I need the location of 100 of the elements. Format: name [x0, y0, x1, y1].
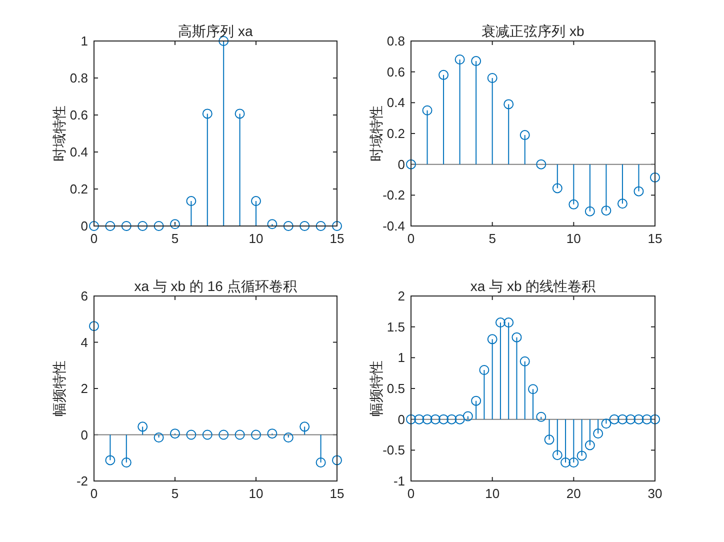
point: [234, 108, 245, 119]
point: [593, 428, 604, 439]
point: [544, 434, 554, 445]
point: [454, 54, 465, 64]
point: [462, 411, 473, 422]
x-tick-label: 15: [330, 486, 344, 501]
point: [186, 430, 196, 440]
point: [406, 414, 416, 424]
point: [626, 414, 636, 424]
point: [601, 418, 612, 429]
point: [406, 159, 416, 170]
point: [504, 99, 514, 110]
x-tick-label: 10: [566, 231, 581, 246]
y-tick-label: 4: [80, 334, 88, 350]
point: [186, 196, 196, 206]
x-tick-label: 15: [648, 231, 662, 246]
x-tick-label: 30: [648, 486, 662, 501]
y-tick-label: 2: [80, 381, 88, 396]
x-tick-label: 5: [171, 231, 179, 246]
point: [601, 206, 612, 216]
point: [121, 458, 132, 468]
point: [609, 414, 620, 424]
chart-title: xa 与 xb 的 16 点循环卷积: [134, 278, 297, 294]
point: [154, 432, 164, 443]
point: [283, 432, 294, 443]
point: [454, 414, 465, 424]
y-tick-label: 0.2: [386, 126, 405, 141]
y-tick-label: 0: [398, 412, 405, 427]
point: [316, 458, 326, 468]
point: [650, 414, 660, 424]
point: [251, 430, 261, 440]
point: [446, 414, 457, 424]
point: [536, 412, 546, 422]
point: [479, 365, 490, 375]
point: [634, 186, 644, 196]
y-tick-label: 0: [80, 218, 88, 234]
chart-title: xa 与 xb 的线性卷积: [470, 278, 596, 294]
point: [487, 73, 498, 83]
point: [89, 321, 99, 332]
point: [251, 196, 261, 206]
x-tick-label: 20: [566, 486, 581, 501]
y-tick-label: -0.4: [382, 218, 405, 234]
x-tick-label: 0: [90, 486, 98, 501]
point: [552, 183, 562, 194]
point: [89, 221, 99, 231]
y-tick-label: 0.8: [386, 34, 405, 48]
x-tick-label: 10: [248, 231, 264, 246]
y-tick-label: 0: [80, 427, 88, 442]
x-tick-label: 10: [248, 486, 264, 501]
point: [634, 414, 644, 424]
x-tick-label: 0: [407, 231, 415, 246]
y-tick-label: 1: [80, 34, 88, 48]
point: [138, 422, 148, 432]
y-tick-label: 6: [80, 288, 88, 304]
point: [568, 458, 579, 468]
point: [300, 422, 310, 432]
point: [138, 221, 148, 231]
point: [617, 414, 628, 424]
point: [316, 221, 326, 231]
x-tick-label: 0: [90, 231, 98, 246]
point: [170, 428, 180, 439]
y-tick-label: 0: [398, 156, 405, 172]
point: [487, 334, 498, 344]
y-tick-label: -2: [76, 474, 88, 488]
y-tick-label: -0.2: [382, 188, 405, 203]
point: [267, 428, 278, 439]
y-axis-title: 幅频特性: [368, 360, 384, 416]
point: [121, 221, 132, 231]
point: [430, 414, 440, 424]
y-tick-label: 1: [398, 350, 405, 366]
point: [438, 70, 449, 80]
point: [560, 458, 571, 468]
x-tick-label: 5: [488, 231, 496, 246]
point: [584, 206, 595, 216]
point: [105, 221, 116, 231]
point: [520, 356, 530, 366]
point: [202, 108, 212, 119]
y-tick-label: -0.5: [382, 442, 405, 458]
point: [154, 221, 164, 231]
point: [332, 455, 342, 466]
y-tick-label: -1: [393, 474, 405, 488]
point: [414, 414, 424, 424]
x-tick-label: 0: [407, 486, 415, 501]
point: [568, 199, 579, 210]
point: [536, 159, 546, 170]
x-tick-label: 5: [171, 486, 179, 501]
point: [218, 430, 229, 440]
point: [105, 455, 116, 466]
point: [512, 332, 522, 342]
point: [520, 130, 530, 140]
point: [283, 221, 294, 231]
y-axis-title: 时域特性: [51, 106, 67, 162]
point: [202, 430, 212, 440]
y-tick-label: 0.2: [70, 182, 88, 196]
y-tick-label: 0.4: [70, 144, 88, 160]
y-tick-label: 0.4: [386, 95, 405, 110]
y-tick-label: 0.5: [386, 381, 405, 396]
x-tick-label: 15: [330, 231, 344, 246]
x-tick-label: 10: [485, 486, 500, 501]
y-tick-label: 0.8: [70, 70, 88, 86]
